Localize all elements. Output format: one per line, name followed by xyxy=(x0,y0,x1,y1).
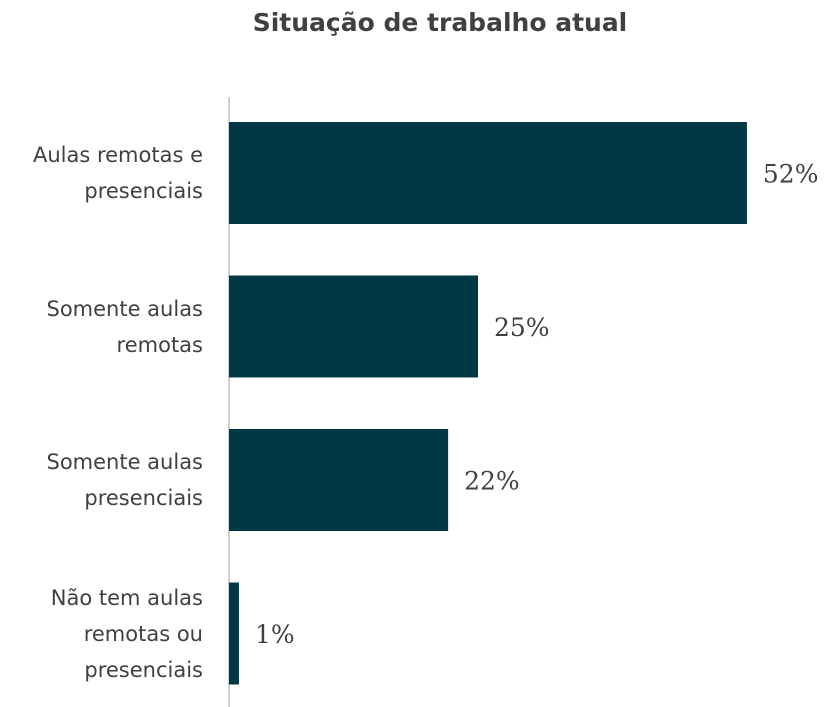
data-label: 1% xyxy=(255,620,295,649)
category-label: Não tem aulas remotas ou presenciais xyxy=(50,585,203,682)
category-label: Somente aulas remotas xyxy=(46,296,203,357)
category-label: Somente aulas presenciais xyxy=(46,450,203,510)
data-label: 22% xyxy=(464,467,520,496)
chart-title: Situação de trabalho atual xyxy=(252,8,628,37)
bar xyxy=(229,275,478,378)
bar xyxy=(229,429,449,531)
category-label: Aulas remotas e presenciais xyxy=(32,143,203,203)
bar xyxy=(229,122,747,224)
bar xyxy=(229,582,239,685)
data-label: 25% xyxy=(494,313,550,342)
data-label: 52% xyxy=(763,160,819,189)
